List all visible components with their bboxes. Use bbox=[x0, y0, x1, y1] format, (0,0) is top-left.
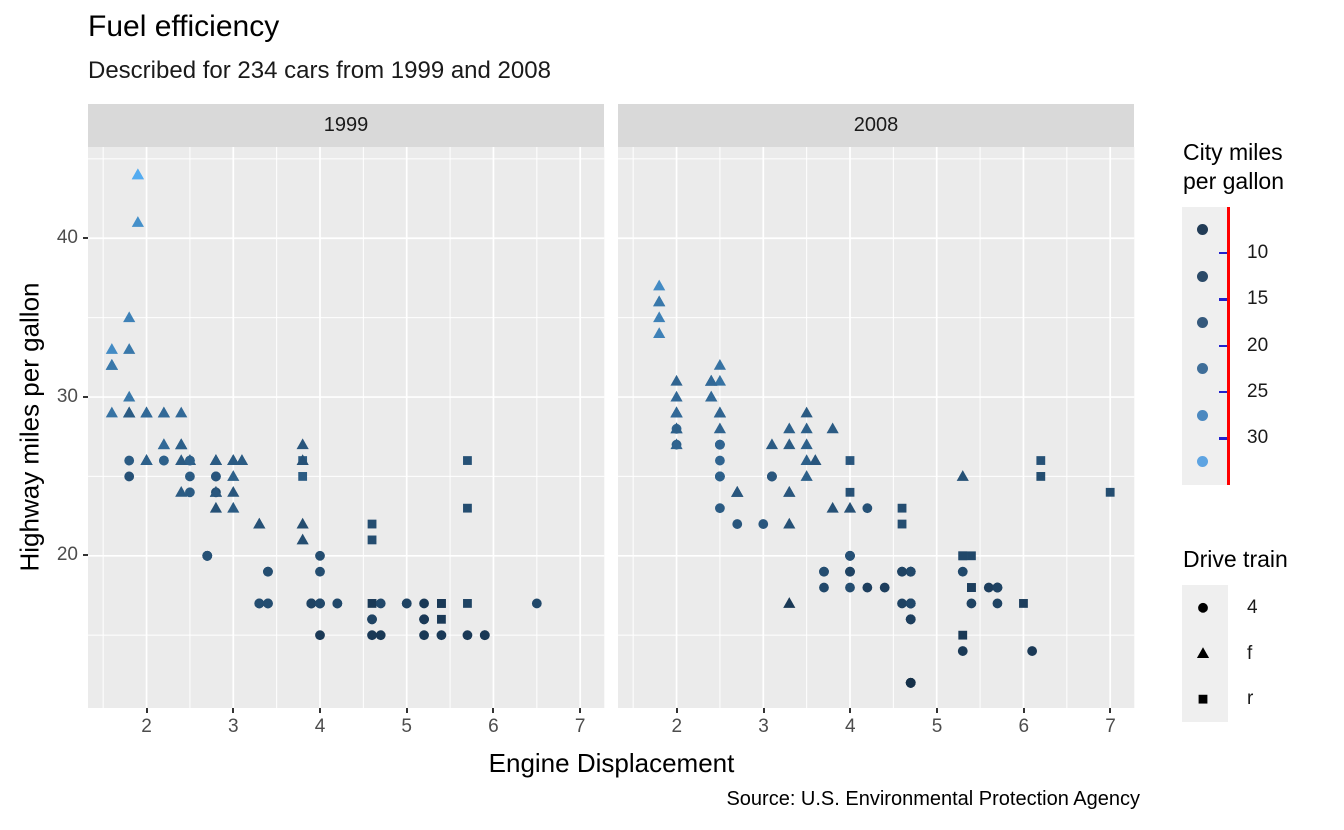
x-tick-label: 2 bbox=[671, 716, 683, 737]
x-tick-mark bbox=[936, 707, 939, 714]
color-legend-tick bbox=[1219, 344, 1229, 348]
facet-label-1999: 1999 bbox=[323, 114, 369, 136]
color-legend-dot bbox=[1197, 363, 1209, 375]
x-tick-label: 4 bbox=[845, 716, 856, 737]
x-tick-mark bbox=[319, 707, 321, 714]
x-tick-label: 7 bbox=[1105, 716, 1116, 737]
color-legend-label: 20 bbox=[1247, 334, 1269, 356]
x-tick-mark bbox=[232, 707, 235, 714]
plot-subtitle: Described for 234 cars from 1999 and 200… bbox=[88, 57, 551, 84]
x-tick-label: 4 bbox=[314, 716, 326, 737]
x-tick-mark bbox=[579, 707, 582, 714]
shape-legend-title: Drive train bbox=[1183, 546, 1288, 572]
shape-legend-label: f bbox=[1247, 642, 1253, 664]
color-legend-tick bbox=[1219, 298, 1229, 301]
y-tick-mark bbox=[82, 236, 88, 239]
x-tick-mark bbox=[762, 707, 765, 714]
x-tick-label: 2 bbox=[141, 716, 152, 737]
x-tick-label: 6 bbox=[1018, 716, 1030, 737]
x-tick-label: 5 bbox=[401, 716, 412, 737]
x-tick-label: 3 bbox=[227, 716, 239, 737]
y-tick-mark bbox=[82, 395, 88, 398]
color-legend-label: 25 bbox=[1247, 381, 1269, 403]
shape-legend-glyphs bbox=[1196, 602, 1210, 704]
x-tick-mark bbox=[675, 707, 678, 714]
y-axis-title: Highway miles per gallon bbox=[14, 282, 45, 572]
color-legend-dot bbox=[1197, 456, 1209, 468]
color-legend-dot bbox=[1197, 270, 1209, 282]
y-tick-label: 20 bbox=[56, 544, 78, 566]
source-caption: Source: U.S. Environmental Protection Ag… bbox=[726, 788, 1140, 810]
x-tick-mark bbox=[405, 707, 408, 714]
facet-strip-2008: 2008 bbox=[618, 104, 1134, 147]
color-legend-tick bbox=[1219, 251, 1229, 255]
y-tick-mark bbox=[82, 554, 88, 557]
y-tick-label: 40 bbox=[56, 226, 78, 248]
color-legend-label: 30 bbox=[1247, 427, 1269, 449]
x-tick-mark bbox=[492, 707, 495, 714]
color-legend-dot bbox=[1197, 224, 1209, 236]
shape-legend-label: 4 bbox=[1247, 596, 1258, 618]
color-legend-tick bbox=[1219, 390, 1229, 394]
y-tick-label: 30 bbox=[56, 385, 78, 407]
x-tick-mark bbox=[145, 707, 148, 714]
scatter-panel-2008 bbox=[618, 147, 1135, 708]
x-tick-mark bbox=[849, 707, 852, 714]
shape-legend-label: r bbox=[1247, 688, 1254, 710]
color-legend-dot bbox=[1197, 409, 1209, 421]
color-legend-label: 15 bbox=[1247, 288, 1269, 310]
x-tick-mark bbox=[1109, 707, 1112, 714]
color-legend-axis-line bbox=[1226, 207, 1230, 485]
x-tick-label: 3 bbox=[758, 716, 769, 737]
color-legend-title: City miles per gallon bbox=[1183, 139, 1285, 195]
x-tick-label: 6 bbox=[488, 716, 499, 737]
color-legend-label: 10 bbox=[1247, 242, 1269, 264]
x-tick-label: 7 bbox=[574, 716, 586, 737]
color-legend-tick bbox=[1219, 437, 1229, 440]
color-legend-dot bbox=[1197, 317, 1209, 329]
facet-strip-1999: 1999 bbox=[88, 104, 604, 147]
facet-label-2008: 2008 bbox=[853, 114, 899, 136]
x-axis-title: Engine Displacement bbox=[488, 748, 735, 778]
x-tick-mark bbox=[1022, 707, 1025, 714]
scatter-panel-1999 bbox=[88, 147, 605, 708]
page-title: Fuel efficiency bbox=[88, 10, 280, 43]
x-tick-label: 5 bbox=[931, 716, 943, 737]
